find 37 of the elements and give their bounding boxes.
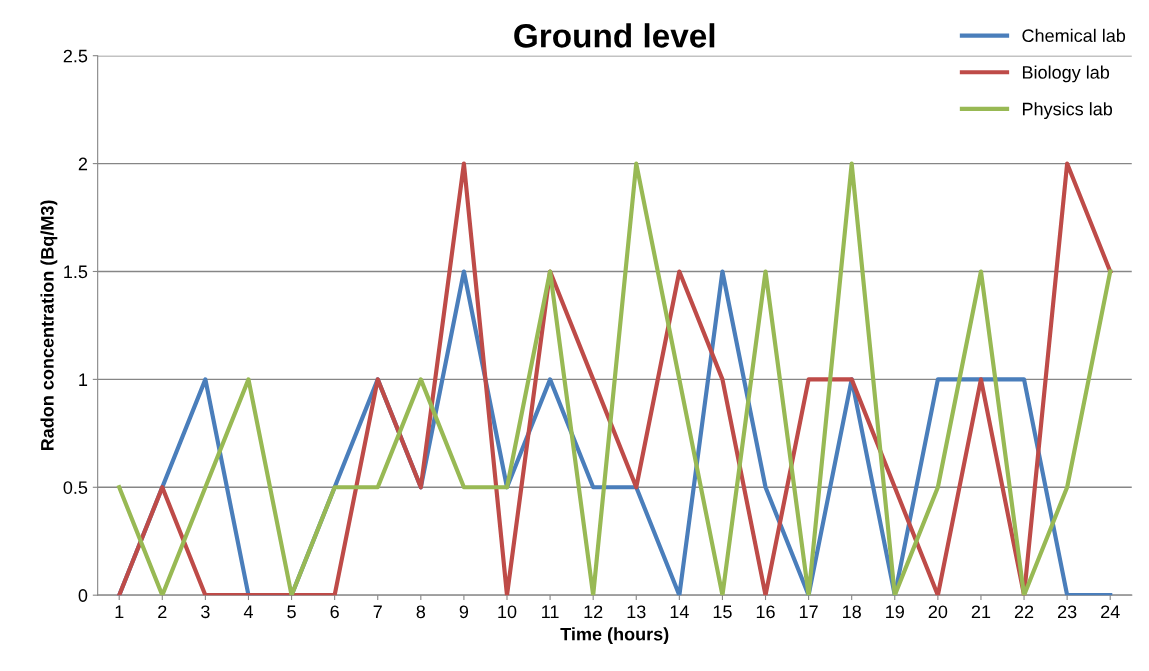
x-tick-label: 17 <box>799 605 818 618</box>
x-tick-label: 7 <box>373 605 382 618</box>
x-tick-label: 5 <box>287 605 296 619</box>
y-tick-label: 0 <box>78 589 88 602</box>
x-tick-label: 24 <box>1101 605 1120 618</box>
x-tick-label: 9 <box>459 605 469 619</box>
x-tick-label: 20 <box>928 605 948 619</box>
x-tick-label: 19 <box>886 605 904 619</box>
y-tick-label: 1.5 <box>64 265 88 279</box>
legend-label: Physics lab <box>1022 102 1113 119</box>
x-axis-title: Time (hours) <box>560 627 669 645</box>
x-tick-label: 11 <box>542 605 559 618</box>
chart-title: Ground level <box>514 23 715 48</box>
x-tick-label: 10 <box>498 605 517 619</box>
x-tick-label: 18 <box>843 605 861 619</box>
y-tick-label: 1 <box>79 373 88 386</box>
line-series <box>117 161 1113 596</box>
x-tick-label: 22 <box>1014 605 1034 618</box>
x-tick-label: 16 <box>756 605 775 619</box>
x-tick-label: 13 <box>627 605 646 619</box>
x-tick-label: 21 <box>971 605 991 618</box>
y-tick-label: 0.5 <box>63 481 88 494</box>
x-tick-label: 15 <box>713 605 732 619</box>
y-tick-label: 2 <box>78 157 88 171</box>
x-tick-label: 6 <box>330 605 339 619</box>
legend-label: Biology lab <box>1022 65 1110 83</box>
x-tick-label: 8 <box>416 605 426 619</box>
x-tick-label: 1 <box>115 605 124 618</box>
x-tick-label: 3 <box>201 605 210 619</box>
x-tick-label: 23 <box>1058 605 1077 619</box>
y-axis-title: Radon concentration (Bq/M3) <box>40 200 58 451</box>
legend-label: Chemical lab <box>1022 28 1126 43</box>
x-tick-label: 2 <box>158 605 167 618</box>
x-tick-label: 4 <box>243 605 253 618</box>
x-tick-label: 12 <box>584 605 603 618</box>
y-tick-label: 2.5 <box>63 49 88 63</box>
x-tick-label: 14 <box>670 605 689 618</box>
